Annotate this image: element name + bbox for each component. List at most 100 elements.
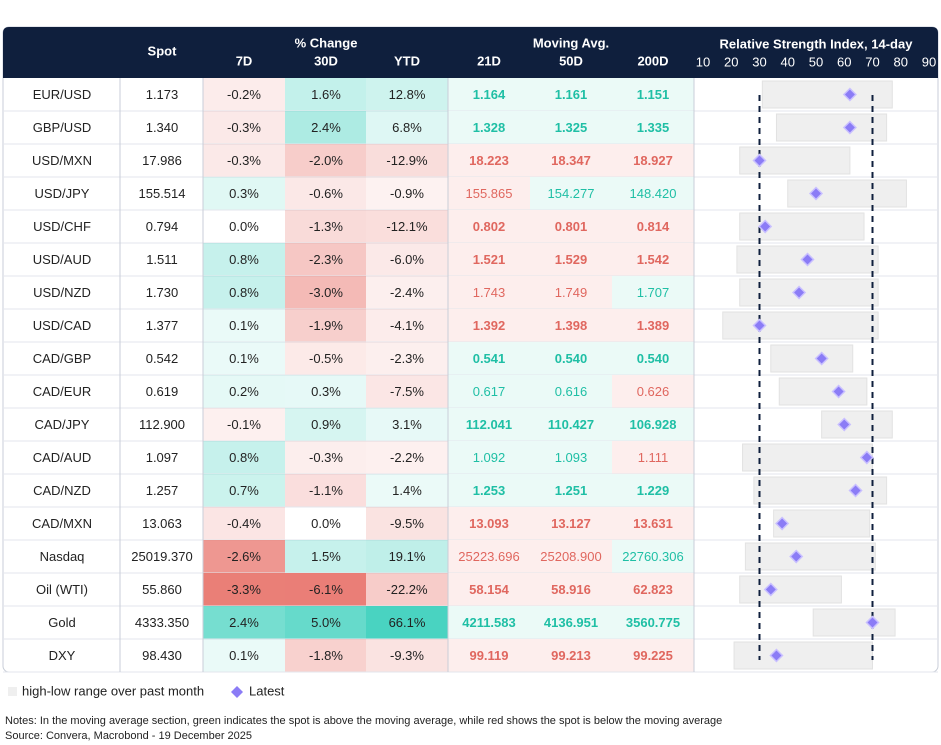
ma-cell [530, 507, 612, 540]
rsi-range [739, 575, 842, 604]
ma-cell [448, 309, 530, 342]
ma-cell [612, 606, 694, 639]
change-cell [203, 243, 285, 276]
change-cell [366, 111, 448, 144]
change-cell [285, 78, 366, 111]
row-label: CAD/MXN [32, 516, 92, 531]
rsi-range [761, 80, 893, 109]
rsi-range [812, 608, 896, 637]
ma-value: 18.223 [469, 153, 509, 168]
change-value: 0.8% [229, 450, 259, 465]
ma-cell [530, 78, 612, 111]
ma-cell [530, 606, 612, 639]
spot-value: 0.619 [146, 384, 179, 399]
change-cell [366, 276, 448, 309]
change-cell [285, 441, 366, 474]
change-value: -1.3% [309, 219, 343, 234]
change-value: 0.7% [229, 483, 259, 498]
ma-cell [612, 177, 694, 210]
rsi-latest [752, 153, 767, 168]
rsi-latest [831, 384, 846, 399]
ma-cell [612, 639, 694, 672]
rsi-tick-label: 10 [696, 54, 710, 69]
row-label: GBP/USD [33, 120, 92, 135]
header-band [3, 27, 938, 78]
spot-value: 1.173 [146, 87, 179, 102]
change-cell [285, 540, 366, 573]
ma-cell [612, 540, 694, 573]
change-cell [203, 342, 285, 375]
ma-value: 1.111 [638, 450, 669, 465]
column-header: 21D [477, 53, 501, 68]
change-cell [366, 639, 448, 672]
ma-value: 18.927 [633, 153, 673, 168]
rsi-range [773, 509, 871, 538]
ma-cell [612, 243, 694, 276]
spot-value: 98.430 [142, 648, 182, 663]
change-value: 0.3% [229, 186, 259, 201]
ma-cell [448, 474, 530, 507]
change-value: 66.1% [389, 615, 426, 630]
ma-cell [530, 276, 612, 309]
column-header: 50D [559, 53, 583, 68]
change-value: 0.1% [229, 648, 259, 663]
ma-value: 13.093 [469, 516, 509, 531]
change-cell [366, 606, 448, 639]
ma-cell [612, 342, 694, 375]
ma-value: 1.093 [555, 450, 588, 465]
row-label: DXY [49, 648, 76, 663]
change-value: 0.0% [229, 219, 259, 234]
change-cell [203, 177, 285, 210]
legend-latest: Latest [249, 683, 285, 698]
ma-value: 58.154 [469, 582, 510, 597]
change-value: -0.6% [309, 186, 343, 201]
ma-cell [612, 573, 694, 606]
ma-value: 1.229 [637, 483, 670, 498]
ma-cell [448, 606, 530, 639]
ma-cell [612, 309, 694, 342]
ma-value: 1.151 [637, 87, 670, 102]
rsi-range [722, 311, 879, 340]
change-cell [203, 573, 285, 606]
change-value: -9.5% [390, 516, 424, 531]
change-cell [203, 78, 285, 111]
spot-value: 1.257 [146, 483, 179, 498]
ma-cell [530, 540, 612, 573]
ma-value: 0.540 [555, 351, 588, 366]
spot-value: 0.542 [146, 351, 179, 366]
ma-cell [448, 144, 530, 177]
ma-value: 25223.696 [458, 549, 519, 564]
column-header: 200D [637, 53, 668, 68]
change-cell [366, 408, 448, 441]
change-value: 2.4% [311, 120, 341, 135]
rsi-latest [775, 516, 790, 531]
spot-value: 0.794 [146, 219, 179, 234]
ma-value: 3560.775 [626, 615, 680, 630]
rsi-header: Relative Strength Index, 14-day [720, 36, 914, 51]
ma-cell [448, 78, 530, 111]
ma-value: 1.521 [473, 252, 506, 267]
change-value: -1.1% [309, 483, 343, 498]
ma-cell [530, 441, 612, 474]
ma-cell [612, 210, 694, 243]
spot-value: 1.097 [146, 450, 179, 465]
ma-cell [612, 408, 694, 441]
change-value: 0.1% [229, 318, 259, 333]
change-value: -12.1% [386, 219, 428, 234]
ma-cell [448, 243, 530, 276]
change-cell [366, 540, 448, 573]
rsi-tick-label: 40 [781, 54, 795, 69]
ma-cell [448, 276, 530, 309]
change-value: 0.0% [311, 516, 341, 531]
ma-value: 58.916 [551, 582, 591, 597]
ma-cell [530, 375, 612, 408]
change-cell [366, 177, 448, 210]
change-cell [203, 375, 285, 408]
rsi-range [770, 344, 854, 373]
rsi-range [753, 476, 888, 505]
rsi-tick-label: 20 [724, 54, 738, 69]
change-value: -22.2% [386, 582, 428, 597]
change-value: -2.2% [390, 450, 424, 465]
change-cell [285, 375, 366, 408]
ma-value: 1.251 [555, 483, 588, 498]
